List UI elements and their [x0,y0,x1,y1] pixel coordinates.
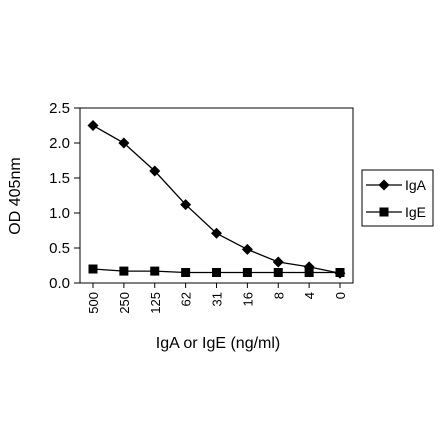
data-point [150,266,160,276]
legend-item: IgE [366,204,426,220]
data-point [335,268,345,277]
y-tick-label: 1.0 [49,205,70,222]
y-tick-label: 2.5 [49,100,70,117]
data-point [118,137,130,149]
x-tick-label: 62 [179,292,194,306]
plot-area-frame [79,107,354,284]
legend-marker [379,207,389,217]
y-tick-label: 1.5 [49,170,70,187]
data-point [88,264,98,274]
data-point [242,268,252,277]
legend: IgA IgE [361,169,434,227]
y-tick-label: 2.0 [49,135,70,152]
y-tick-label: 0.0 [49,275,70,292]
legend-item: IgA [366,177,427,193]
series-IgA [87,120,346,279]
legend-label: IgA [405,177,427,193]
x-tick-label: 4 [302,292,317,299]
data-point [119,266,129,276]
data-point [304,268,314,277]
x-tick-label: 16 [240,292,255,306]
y-axis-title: OD 405nm [7,157,24,234]
data-point [272,256,284,268]
x-tick-label: 31 [210,292,225,306]
x-tick-label: 0 [333,292,348,299]
data-point [211,227,222,239]
series-IgE [88,264,345,277]
data-point [212,268,221,277]
legend-box [361,169,434,227]
legend-label: IgE [405,204,426,220]
series-line [92,124,341,274]
data-point [241,243,253,255]
legend-items: IgA IgE [366,177,427,220]
data-point [180,199,192,211]
legend-marker [378,179,390,191]
data-point [181,268,191,277]
series-layer [87,120,346,279]
data-point [273,268,283,277]
x-tick-label: 500 [86,292,101,314]
y-tick-label: 0.5 [49,240,70,257]
x-axis: 500 250 125 62 31 16 8 4 0 [86,283,348,314]
x-tick-label: 250 [117,292,132,314]
x-axis-title: IgA or IgE (ng/ml) [156,335,281,352]
x-tick-label: 8 [271,292,286,299]
data-point [149,165,161,177]
x-tick-label: 125 [148,292,163,314]
y-axis: 0.0 0.5 1.0 1.5 2.0 2.5 [49,100,80,292]
data-point [87,120,99,131]
